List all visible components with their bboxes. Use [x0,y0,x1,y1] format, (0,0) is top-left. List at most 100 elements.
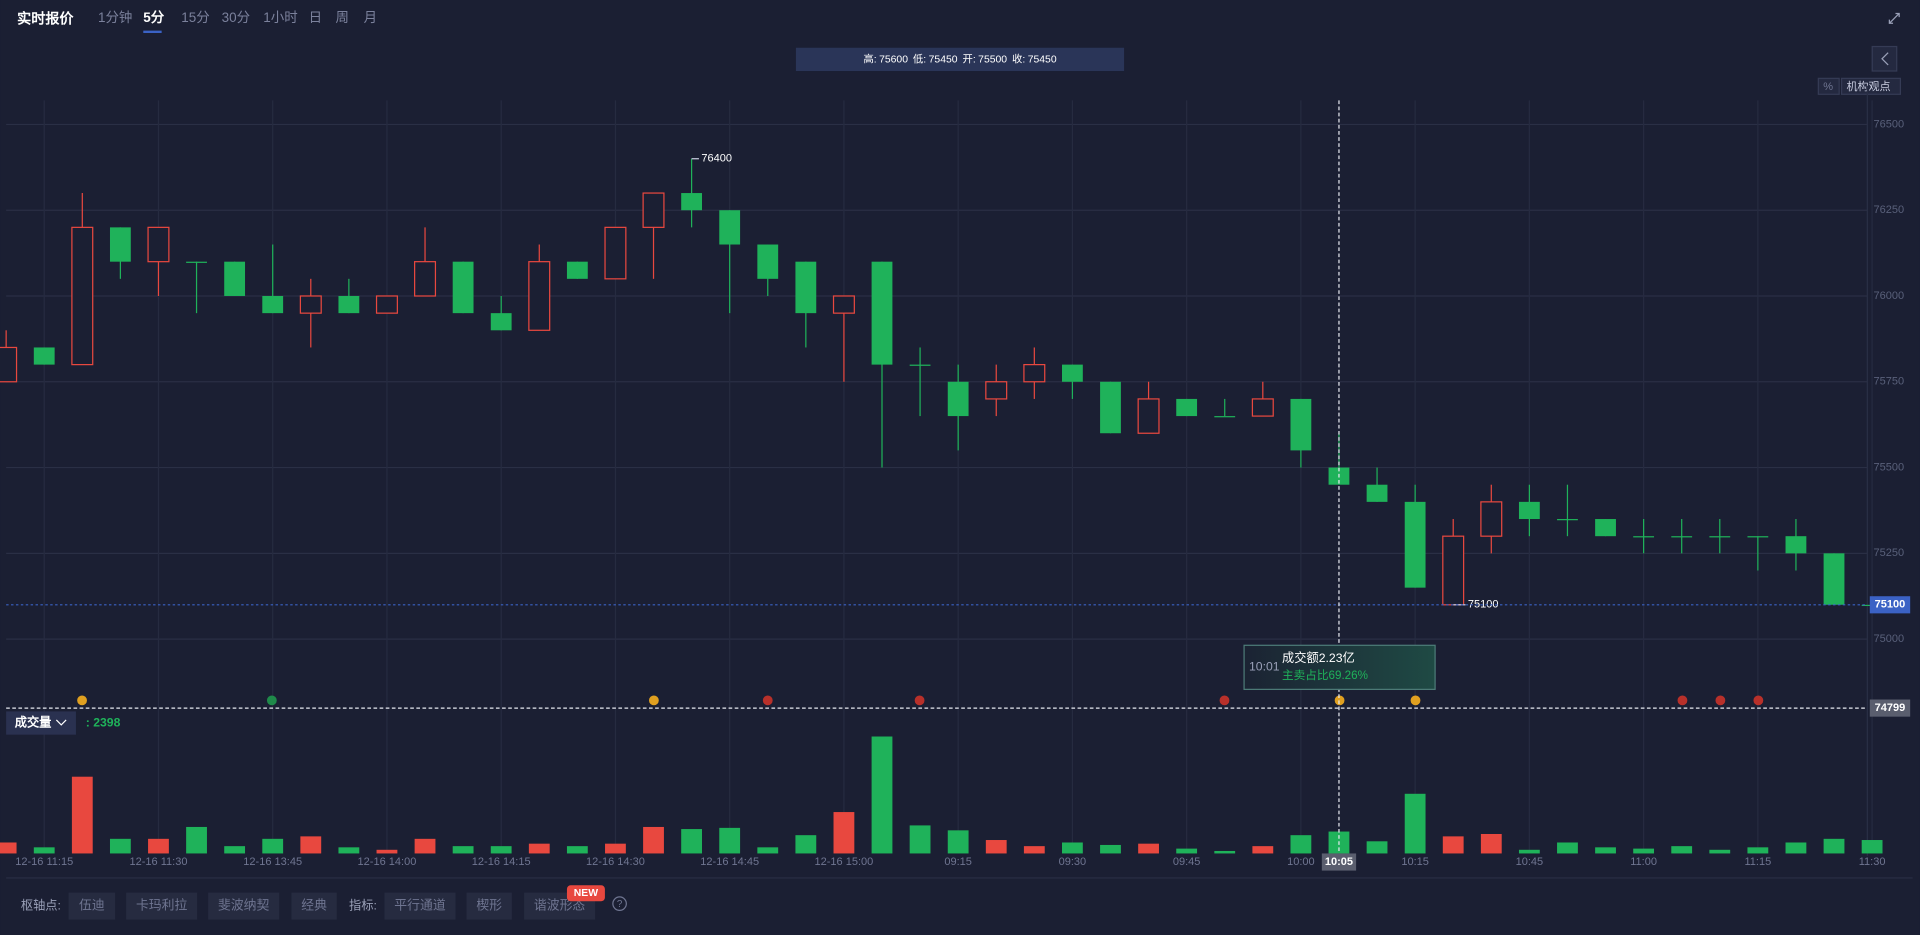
candle-body [71,226,94,366]
candle-body [1404,501,1426,588]
candle-body [1633,536,1655,538]
candle-body [947,381,969,417]
candle-body [1518,501,1540,520]
volume-bar [985,840,1007,854]
pivot-label: 枢轴点: [21,897,61,912]
volume-bar [1785,842,1807,854]
y-tick-label: 75000 [1873,633,1904,645]
x-tick-label: 12-16 14:30 [586,856,645,868]
tab[interactable]: 1分钟 [98,9,132,25]
ohlc-label: 收: [1012,52,1025,65]
event-icon[interactable] [1410,695,1421,706]
x-tick-label: 12-16 14:15 [472,856,531,868]
event-icon[interactable] [762,695,773,706]
x-tick-label: 12-16 14:00 [358,856,417,868]
event-icon[interactable] [1753,695,1764,706]
side-toggle[interactable] [1871,45,1898,72]
candle-body [109,227,131,262]
candle-body [566,261,588,279]
pivot-button-text[interactable]: 经典 [301,897,327,912]
indicator-button-text[interactable]: 楔形 [476,897,502,912]
volume-bar [452,846,474,854]
volume-selector[interactable] [6,711,76,735]
volume-bar [1823,838,1845,854]
tab[interactable]: 15分 [181,10,209,25]
volume-bar [833,812,855,854]
candle-body [1595,519,1616,537]
tab-bar: 1分钟 5分 15分 30分 1小时日周月 [98,9,377,34]
candle-body [1709,536,1731,538]
pivot-button[interactable] [126,892,198,920]
volume-bar [414,838,436,854]
views-button[interactable] [1841,77,1901,95]
volume-current: : 2398 [86,715,121,729]
volume-bar [643,826,664,854]
volume-bar [262,838,284,854]
candle-body [452,261,474,314]
tab[interactable]: 日 [309,10,322,25]
indicator-button[interactable] [466,892,512,920]
event-icon[interactable] [1715,695,1726,706]
event-icon[interactable] [266,695,277,706]
candle-body [1823,553,1845,605]
x-tick-label: 09:15 [944,856,972,868]
event-icon[interactable] [1677,695,1688,706]
crosshair-y-tag [1869,699,1911,717]
x-tick-label: 10:15 [1401,856,1429,868]
help-text: ? [617,899,623,910]
plot [0,158,1883,854]
x-tick-label: 09:30 [1059,856,1087,868]
x-tick-label: 12-16 11:30 [129,856,187,868]
pivot-button-text[interactable]: 伍迪 [79,897,105,912]
tooltip-time: 10:01 [1249,660,1280,674]
volume-bar [490,846,512,854]
tab[interactable]: 周 [336,10,349,25]
pivot-button[interactable] [68,892,116,920]
candle-body [338,295,360,314]
tab[interactable]: 月 [364,10,377,25]
candle-body [1557,519,1578,521]
volume-bar [148,838,169,854]
event-icons [77,695,1764,706]
candle-body [1480,501,1503,537]
event-icon[interactable] [77,695,87,706]
last-price-tag [1869,596,1911,614]
help-icon[interactable] [612,896,627,912]
volume-bar [1176,848,1198,854]
tab[interactable]: 5分 [143,10,164,25]
event-icon[interactable] [648,695,659,706]
x-tick-label: 12-16 14:45 [700,856,759,868]
pivot-button-text[interactable]: 卡玛利拉 [136,897,188,912]
pivot-button[interactable] [291,892,337,920]
collapse-icon[interactable] [1888,12,1900,24]
x-tick-label: 10:45 [1516,856,1544,868]
volume-bar [71,776,93,854]
candle-body [0,346,18,383]
ohlc-header: 高: 75600 低: 75450 开: 75500 收: 75450 [863,52,1056,65]
volume-bar [1290,835,1312,854]
x-tick-label: 11:30 [1859,856,1886,868]
event-icon[interactable] [914,695,925,706]
candle-body [490,313,512,331]
volume-bar [1404,793,1426,854]
volume-bar [376,849,398,854]
volume-bar [224,846,246,854]
pivot-button-text[interactable]: 斐波纳契 [218,897,270,912]
tab[interactable]: 1小时 [263,10,297,25]
candle-body [1061,364,1083,382]
tab[interactable]: 30分 [222,10,250,25]
crosshair-x-label: 10:05 [1325,856,1353,868]
indicator-button-text[interactable]: 平行通道 [394,897,446,912]
indicator-button[interactable] [384,892,456,920]
percent-button[interactable] [1817,77,1840,95]
pivot-button[interactable] [208,892,280,920]
volume-title: 成交量 [15,714,52,729]
event-icon[interactable] [1219,695,1230,706]
candle-body [147,226,170,263]
candle-body [375,295,398,314]
ohlc-header-box [795,47,1125,72]
tooltip-amount: 成交额2.23亿 [1282,650,1355,665]
volume-bar [1442,836,1464,854]
indicator-button-text[interactable]: 谐波形态 [534,897,586,912]
